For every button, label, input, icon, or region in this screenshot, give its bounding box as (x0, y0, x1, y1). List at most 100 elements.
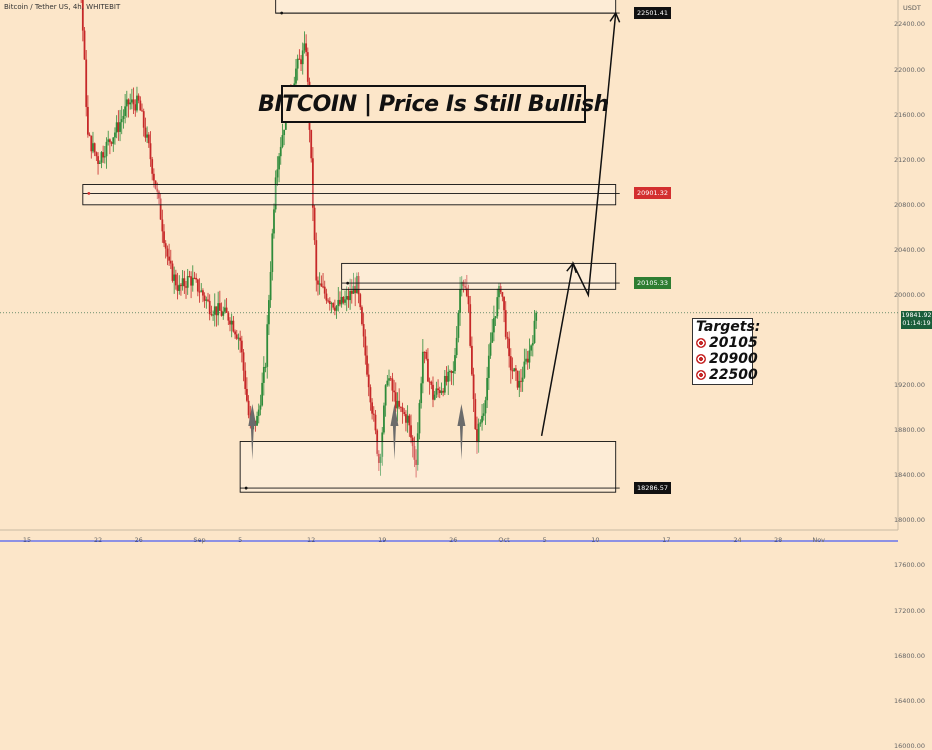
candle-body (494, 316, 497, 319)
candle-body (105, 141, 108, 157)
candle-body (514, 368, 517, 371)
candle-body (506, 336, 509, 339)
price-tick-label: 20000.00 (894, 290, 926, 299)
target-value: 20900 (709, 351, 758, 367)
candle-body (180, 284, 182, 287)
candle-body (261, 382, 264, 406)
candle-body (191, 277, 194, 286)
candle-body (332, 303, 335, 308)
currency-label: USDT (903, 4, 921, 12)
candle-body (516, 370, 519, 388)
candle-body (202, 290, 204, 296)
candle-body (115, 122, 118, 133)
candle-body (110, 142, 113, 144)
candle-body (317, 280, 319, 285)
candle-body (92, 143, 94, 152)
candle-body (405, 414, 407, 423)
projection-path (540, 13, 617, 436)
price-tick-label: 16000.00 (894, 741, 926, 750)
candle-body (498, 286, 500, 298)
date-tick-label: 12 (307, 536, 316, 544)
candle-body (244, 370, 247, 389)
date-tick-label: Nov (812, 536, 826, 544)
candle-body (225, 307, 228, 313)
candle-body (215, 306, 218, 316)
candle-body (174, 274, 177, 286)
candle-body (264, 366, 267, 368)
candle-body (528, 350, 531, 363)
candle-body (122, 115, 125, 120)
candle-body (489, 342, 492, 356)
candle-body (85, 59, 88, 107)
candle-body (141, 110, 143, 112)
candle-body (394, 392, 397, 409)
candle-body (120, 119, 123, 123)
candle-body (474, 399, 477, 430)
candle-body (427, 358, 429, 382)
candle-body (142, 111, 145, 128)
candle-body (185, 286, 187, 288)
arrowhead-icon (609, 11, 621, 23)
targets-box: Targets: 20105 20900 22500 (692, 318, 760, 385)
date-tick-label: 15 (22, 536, 32, 544)
candle-body (496, 297, 499, 317)
candle-body (246, 388, 248, 401)
chart-title-box: BITCOIN | Price Is Still Bullish (258, 85, 609, 123)
candle-body (432, 384, 434, 400)
candle-body (435, 388, 438, 395)
price-tick-label: 16800.00 (894, 651, 926, 660)
candle-body (526, 358, 529, 363)
candle-body (396, 400, 399, 409)
candle-body (347, 296, 350, 301)
candle-body (183, 278, 186, 287)
candle-body (212, 314, 214, 316)
candle-body (124, 106, 127, 116)
candle-body (533, 320, 536, 343)
candle-body (337, 299, 340, 307)
bar-countdown: 01:14:19 (902, 320, 931, 327)
candle-body (273, 209, 275, 234)
candle-body (327, 300, 330, 302)
candle-body (372, 413, 375, 415)
candle-body (132, 99, 135, 105)
candle-body (117, 122, 120, 132)
candle-body (305, 43, 308, 53)
candle-body (257, 409, 260, 416)
candle-body (467, 295, 470, 305)
candle-body (531, 342, 534, 346)
candle-body (127, 99, 130, 105)
candle-body (345, 296, 348, 300)
candle-body (239, 337, 242, 341)
candle-body (491, 332, 494, 343)
candle-body (511, 370, 514, 372)
candle-body (403, 412, 406, 415)
candle-body (242, 352, 245, 371)
arrowhead-icon (566, 261, 577, 274)
candle-body (350, 290, 353, 294)
candle-body (161, 219, 164, 232)
target-icon (696, 338, 706, 348)
candle-body (416, 433, 419, 465)
level-price-label: 20105.33 (634, 277, 672, 290)
candle-body (259, 405, 262, 410)
candle-body (508, 338, 511, 357)
price-tick-label: 20400.00 (894, 245, 926, 254)
candle-body (169, 260, 172, 264)
date-tick-label: 19 (378, 536, 387, 544)
price-chart[interactable] (0, 0, 932, 550)
candle-body (149, 143, 152, 160)
candle-body (224, 307, 226, 312)
candle-body (103, 156, 106, 158)
candle-body (107, 139, 110, 142)
candle-body (330, 303, 333, 305)
date-tick-label: 28 (773, 536, 783, 544)
candle-body (134, 104, 137, 111)
candle-body (437, 388, 439, 391)
target-row: 20900 (696, 351, 758, 367)
candle-body (381, 432, 384, 457)
candle-body (482, 413, 485, 416)
candle-body (163, 231, 165, 244)
candle-body (520, 380, 522, 382)
candle-body (276, 169, 279, 178)
level-anchor-dot (346, 281, 350, 285)
